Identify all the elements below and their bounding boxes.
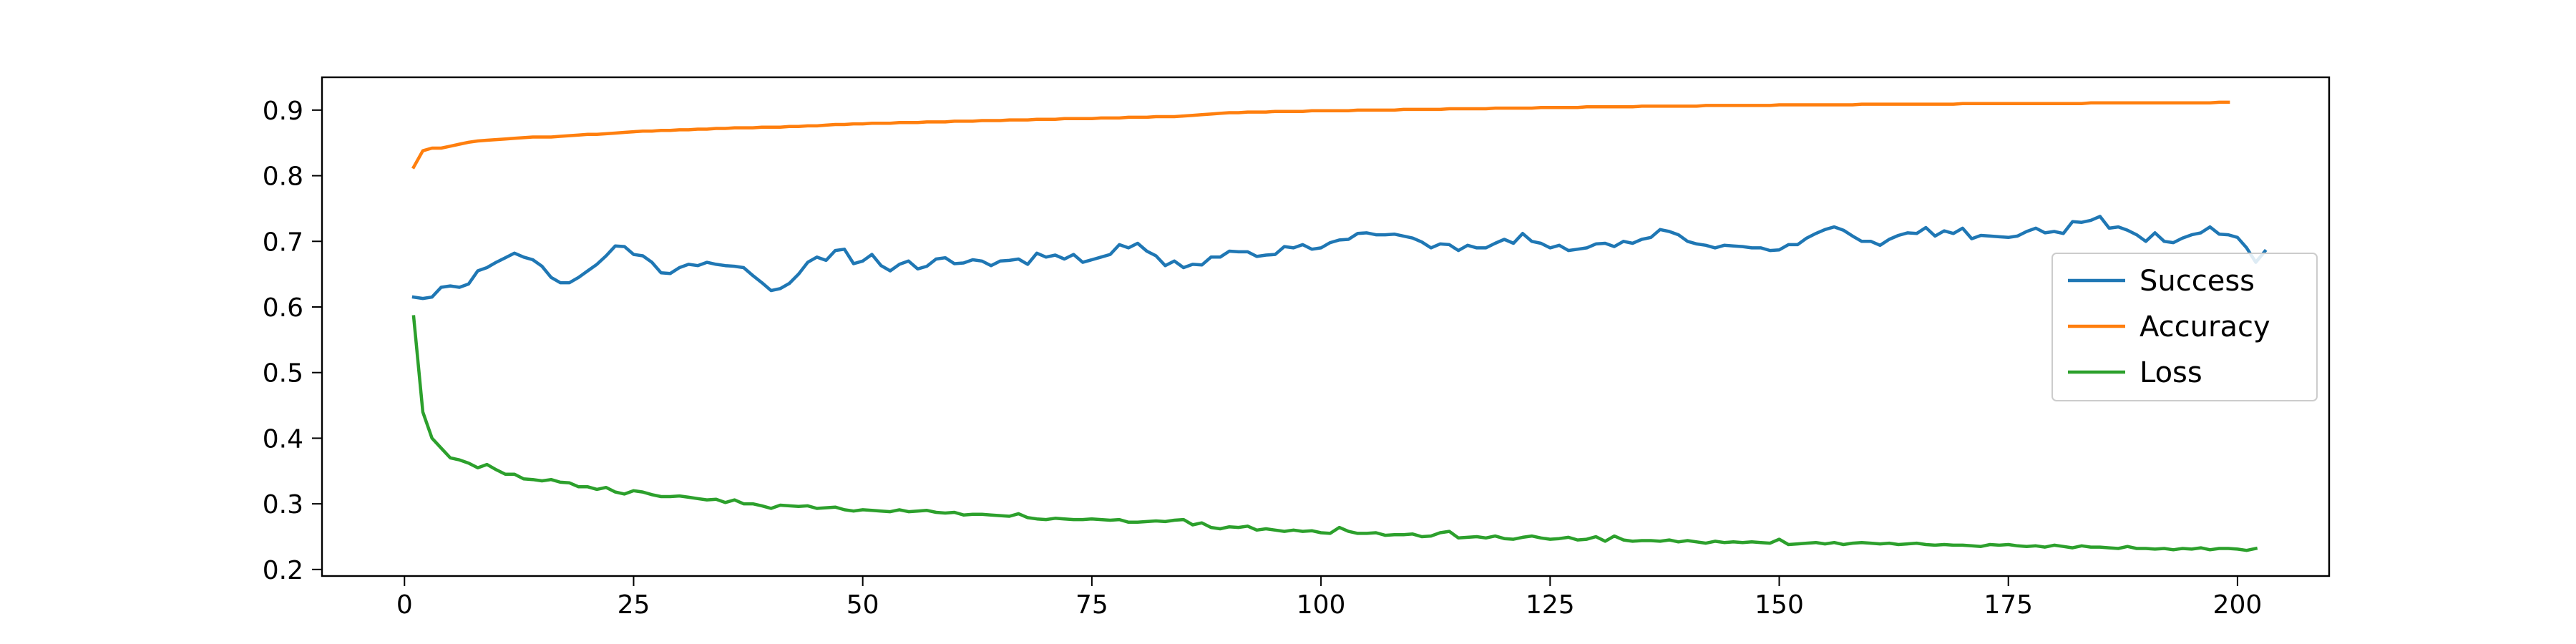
x-tick-label: 125 (1526, 590, 1575, 620)
x-tick-label: 75 (1075, 590, 1108, 620)
plot-frame (321, 76, 2331, 577)
y-tick-label: 0.2 (263, 556, 303, 585)
x-tick-label: 100 (1297, 590, 1346, 620)
legend-box (2051, 253, 2318, 401)
y-tick-label: 0.3 (263, 490, 303, 519)
legend-label-success: Success (2140, 265, 2255, 298)
x-tick-label: 50 (847, 590, 879, 620)
y-tick-label: 0.7 (263, 228, 303, 257)
x-axis: 0 25 50 75 100 125 150 175 200 (396, 576, 2262, 620)
x-tick-label: 200 (2213, 590, 2263, 620)
x-tick-label: 175 (1984, 590, 2033, 620)
series-layer (411, 100, 2268, 552)
y-tick-label: 0.9 (263, 97, 303, 126)
series-line-loss (411, 315, 2258, 552)
y-tick-label: 0.4 (263, 424, 303, 454)
legend: Success Accuracy Loss (2051, 253, 2318, 401)
y-axis: 0.2 0.3 0.4 0.5 0.6 0.7 0.8 0.9 (263, 97, 322, 585)
legend-label-accuracy: Accuracy (2140, 311, 2270, 343)
y-tick-label: 0.8 (263, 162, 303, 192)
series-line-accuracy (411, 100, 2230, 170)
series-line-success (411, 215, 2268, 301)
x-tick-label: 150 (1755, 590, 1804, 620)
legend-label-loss: Loss (2140, 356, 2202, 389)
x-tick-label: 25 (618, 590, 650, 620)
y-tick-label: 0.5 (263, 359, 303, 389)
x-tick-label: 0 (396, 590, 413, 620)
y-tick-label: 0.6 (263, 293, 303, 323)
